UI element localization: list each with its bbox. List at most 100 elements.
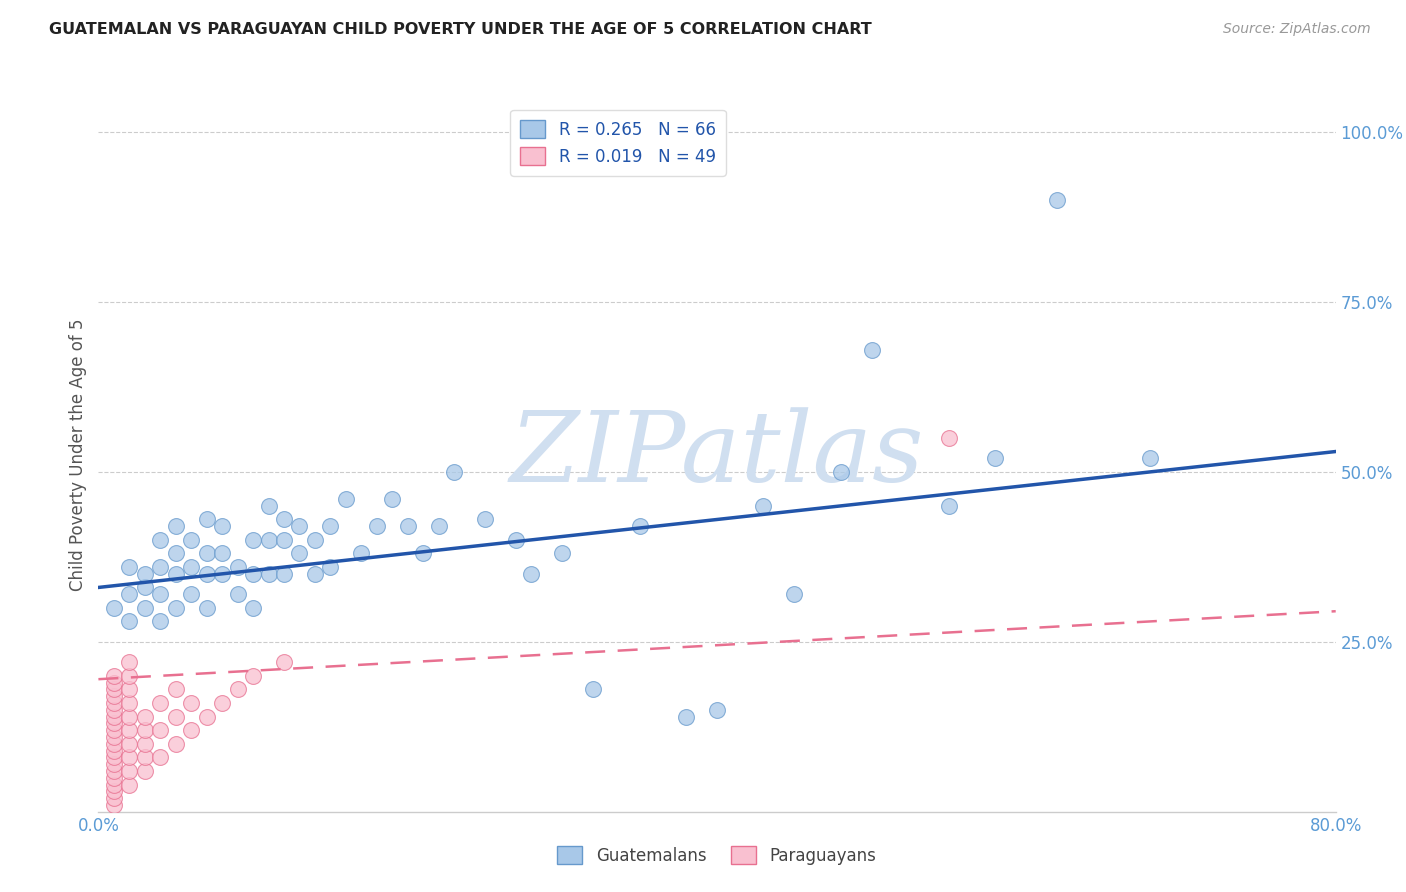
Point [118, 709, 141, 723]
Point [273, 566, 295, 581]
Point [134, 600, 156, 615]
Point [103, 771, 125, 785]
Point [211, 696, 233, 710]
Point [304, 566, 326, 581]
Legend: Guatemalans, Paraguayans: Guatemalans, Paraguayans [551, 839, 883, 871]
Point [118, 560, 141, 574]
Point [103, 737, 125, 751]
Point [273, 533, 295, 547]
Point [242, 669, 264, 683]
Point [783, 587, 806, 601]
Point [165, 600, 187, 615]
Point [195, 512, 218, 526]
Point [118, 682, 141, 697]
Point [180, 560, 202, 574]
Point [180, 723, 202, 738]
Point [103, 757, 125, 772]
Point [195, 709, 218, 723]
Point [211, 546, 233, 560]
Point [257, 566, 280, 581]
Point [752, 499, 775, 513]
Point [242, 533, 264, 547]
Text: ZIPatlas: ZIPatlas [510, 408, 924, 502]
Point [288, 546, 311, 560]
Point [134, 750, 156, 764]
Point [118, 778, 141, 792]
Point [103, 709, 125, 723]
Point [103, 791, 125, 805]
Point [226, 560, 249, 574]
Point [180, 533, 202, 547]
Point [242, 600, 264, 615]
Text: Source: ZipAtlas.com: Source: ZipAtlas.com [1223, 22, 1371, 37]
Point [103, 778, 125, 792]
Point [149, 560, 172, 574]
Point [257, 533, 280, 547]
Point [103, 716, 125, 731]
Point [103, 730, 125, 744]
Point [505, 533, 527, 547]
Point [103, 703, 125, 717]
Point [118, 723, 141, 738]
Point [134, 723, 156, 738]
Point [938, 431, 960, 445]
Point [180, 696, 202, 710]
Point [103, 669, 125, 683]
Point [118, 750, 141, 764]
Point [1046, 193, 1069, 207]
Point [706, 703, 728, 717]
Point [149, 615, 172, 629]
Point [830, 465, 852, 479]
Point [118, 737, 141, 751]
Point [226, 587, 249, 601]
Point [520, 566, 543, 581]
Point [1139, 451, 1161, 466]
Point [134, 737, 156, 751]
Point [304, 533, 326, 547]
Point [103, 675, 125, 690]
Point [242, 566, 264, 581]
Point [165, 682, 187, 697]
Point [211, 566, 233, 581]
Point [165, 546, 187, 560]
Point [257, 499, 280, 513]
Point [582, 682, 605, 697]
Point [273, 655, 295, 669]
Point [103, 682, 125, 697]
Point [195, 546, 218, 560]
Point [226, 682, 249, 697]
Point [288, 519, 311, 533]
Point [149, 723, 172, 738]
Point [103, 600, 125, 615]
Point [118, 587, 141, 601]
Point [396, 519, 419, 533]
Point [195, 600, 218, 615]
Point [412, 546, 434, 560]
Point [319, 519, 342, 533]
Point [134, 764, 156, 778]
Point [118, 615, 141, 629]
Point [134, 581, 156, 595]
Point [381, 492, 404, 507]
Point [134, 566, 156, 581]
Point [211, 519, 233, 533]
Point [103, 784, 125, 798]
Point [195, 566, 218, 581]
Point [118, 696, 141, 710]
Point [675, 709, 697, 723]
Y-axis label: Child Poverty Under the Age of 5: Child Poverty Under the Age of 5 [69, 318, 87, 591]
Point [118, 669, 141, 683]
Point [149, 696, 172, 710]
Point [118, 655, 141, 669]
Point [149, 533, 172, 547]
Point [165, 566, 187, 581]
Point [860, 343, 883, 357]
Point [319, 560, 342, 574]
Point [366, 519, 388, 533]
Point [165, 737, 187, 751]
Point [149, 587, 172, 601]
Point [103, 696, 125, 710]
Point [474, 512, 496, 526]
Point [165, 519, 187, 533]
Point [180, 587, 202, 601]
